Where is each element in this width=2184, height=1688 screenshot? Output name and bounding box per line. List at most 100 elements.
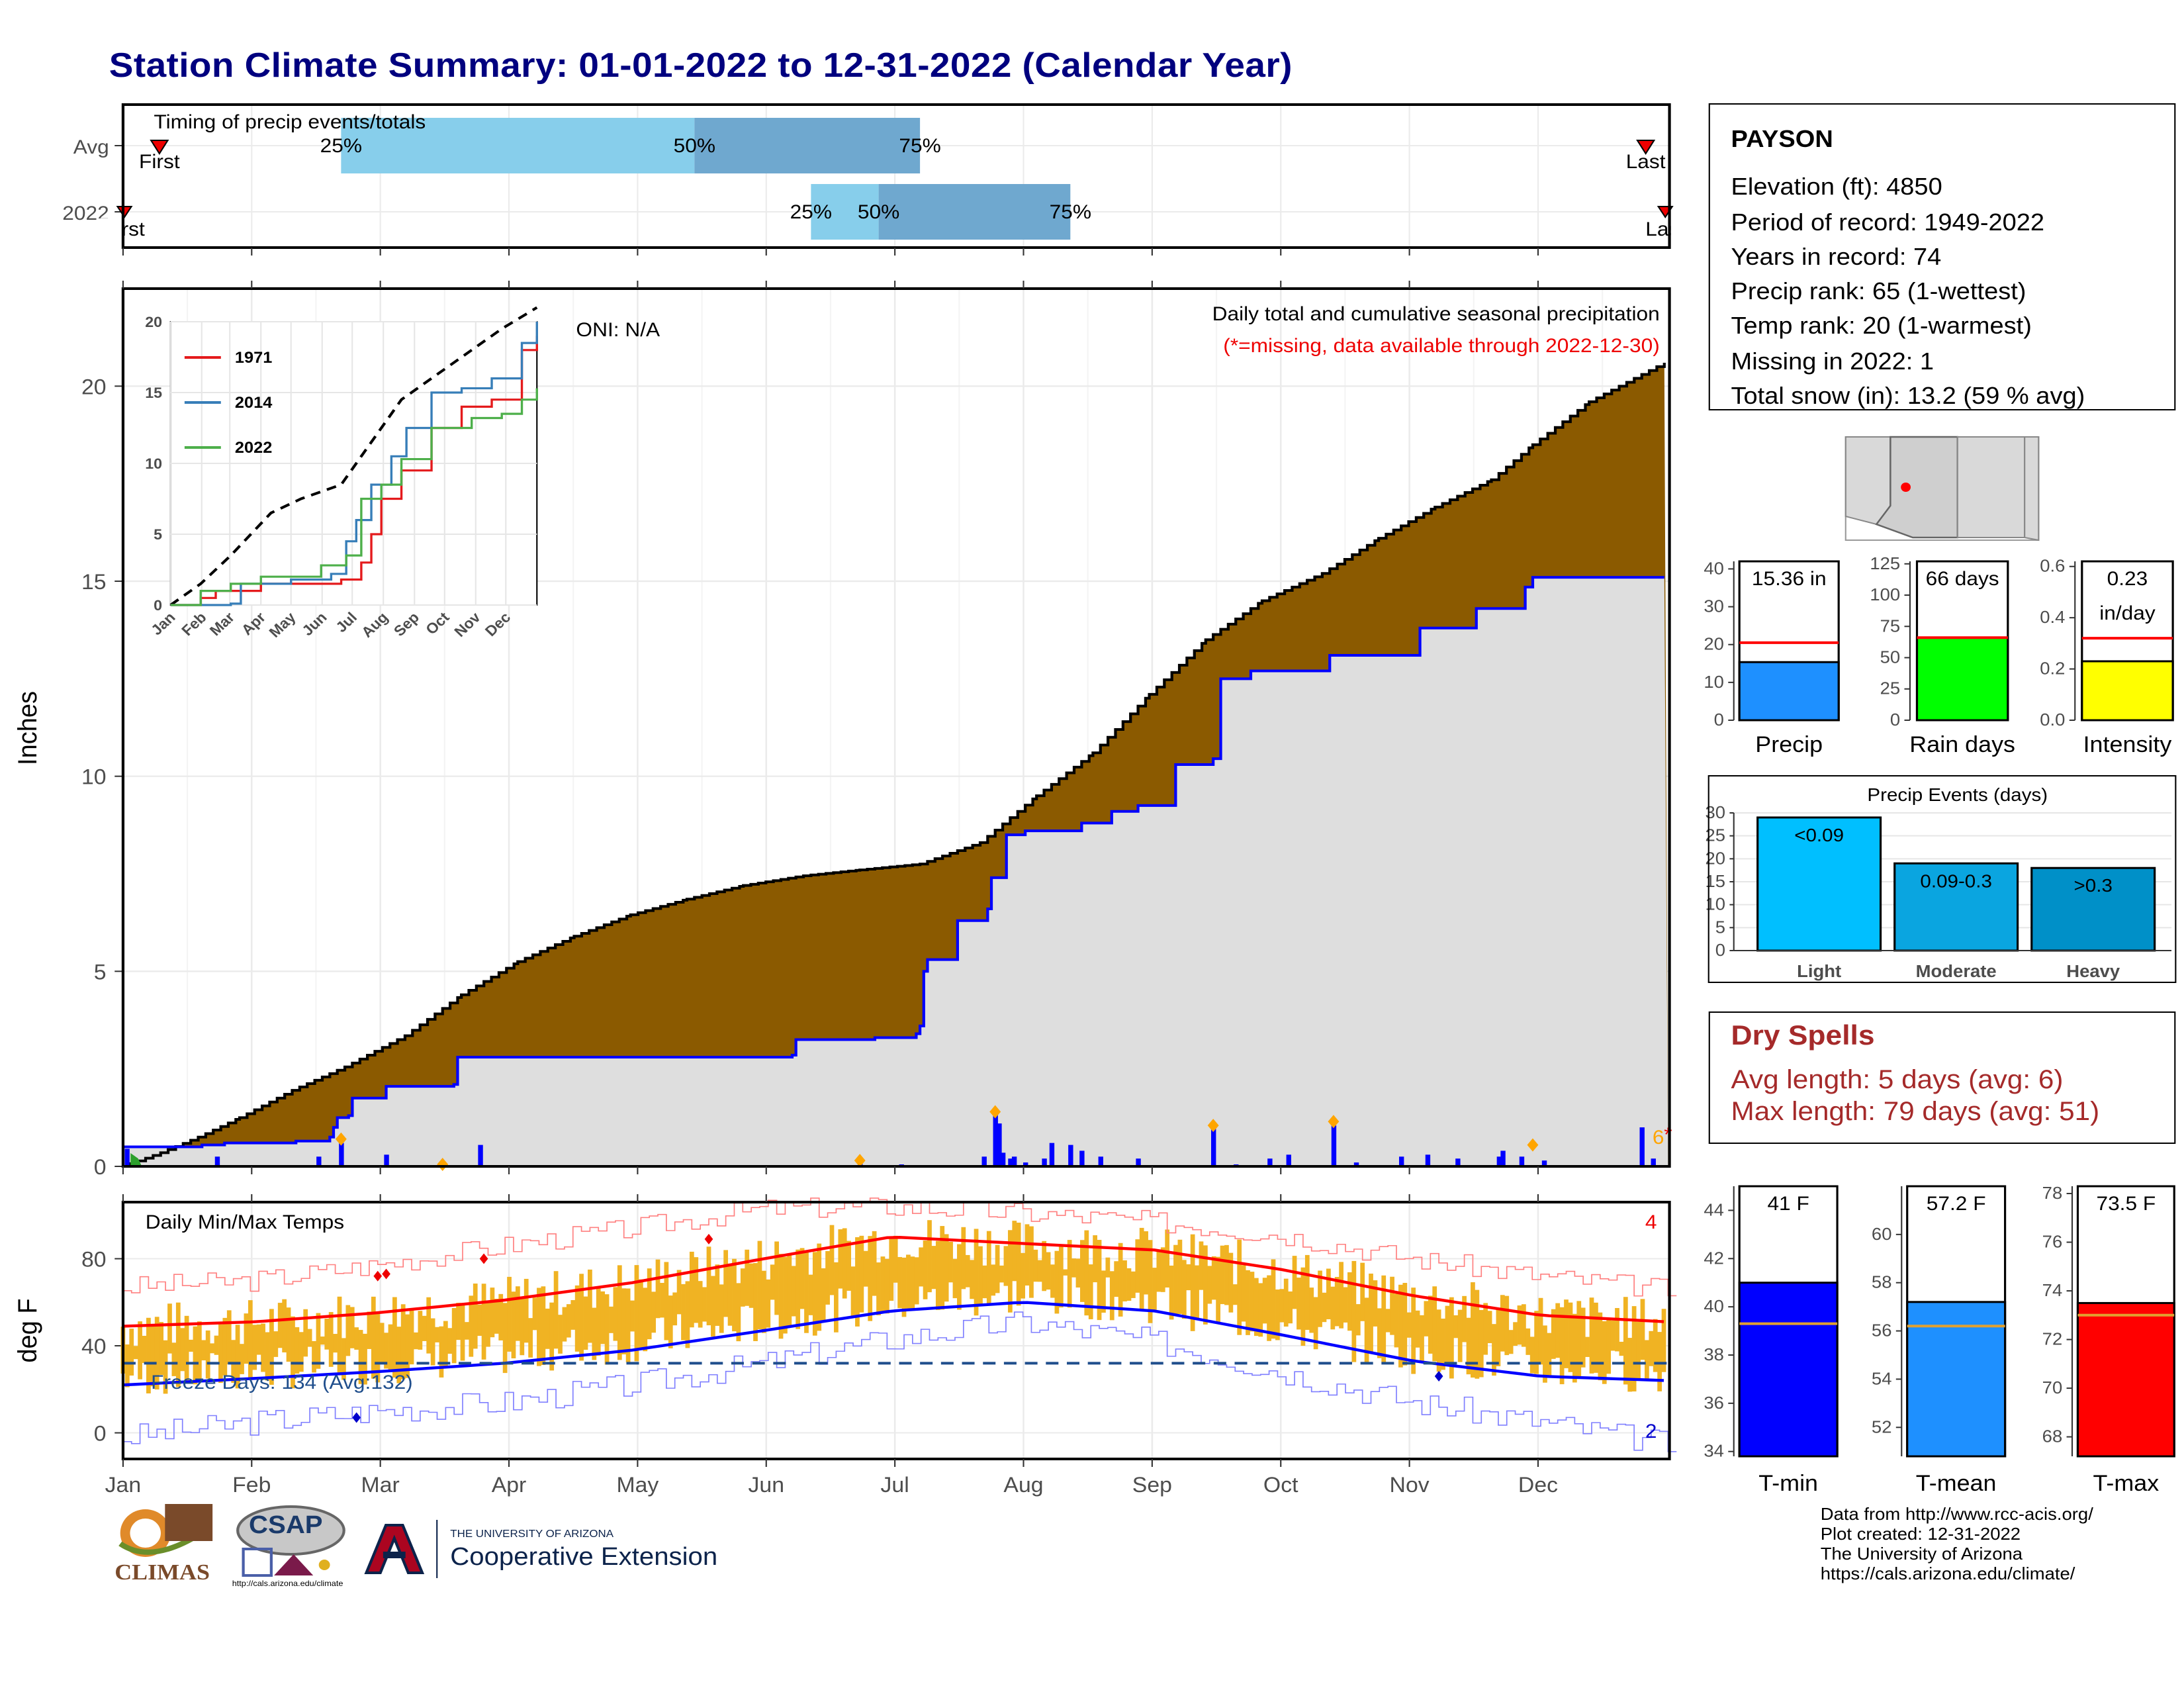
- bar-value: [1738, 1282, 1839, 1458]
- bar-y-tick-label: 74: [2042, 1281, 2063, 1300]
- footer-credits: Data from http://www.rcc-acis.org/ Plot …: [1821, 1504, 2093, 1583]
- events-bar: [1893, 862, 2019, 952]
- daily-temp-range-bar: [189, 1339, 193, 1352]
- daily-temp-range-bar: [1228, 1252, 1234, 1313]
- daily-temp-range-bar: [1623, 1297, 1628, 1385]
- daily-temp-range-bar: [1508, 1330, 1514, 1354]
- daily-temp-range-bar: [1649, 1331, 1654, 1366]
- bar-y-tick-label: 0.2: [2040, 659, 2065, 678]
- daily-temp-range-bar: [1487, 1311, 1492, 1344]
- daily-temp-range-bar: [1144, 1231, 1148, 1295]
- daily-temp-range-bar: [676, 1270, 682, 1315]
- events-category-label: Moderate: [1916, 962, 1997, 981]
- dry-spells-avg: Avg length: 5 days (avg: 6): [1731, 1066, 2064, 1095]
- temps-y-axis-label: deg F: [13, 1298, 42, 1362]
- bar-y-tick-label: 52: [1872, 1417, 1892, 1436]
- bar-y-tick-label: 0.0: [2040, 710, 2065, 729]
- daily-temp-range-bar: [375, 1313, 381, 1383]
- ua-extension-logo: THE UNIVERSITY OF ARIZONA Cooperative Ex…: [361, 1520, 738, 1578]
- daily-temp-range-bar: [549, 1302, 555, 1371]
- daily-temp-range-bar: [1003, 1246, 1009, 1286]
- daily-temp-range-bar: [1645, 1340, 1649, 1380]
- daily-temp-range-bar: [609, 1306, 614, 1333]
- daily-temp-range-bar: [1615, 1307, 1619, 1352]
- bar-y-tick-label: 40: [1704, 1297, 1724, 1316]
- record-high-marker: [704, 1233, 713, 1244]
- station-temp-rank: Temp rank: 20 (1-warmest): [1731, 312, 2032, 339]
- daily-temp-range-bar: [638, 1279, 643, 1350]
- daily-temp-range-bar: [1619, 1341, 1624, 1356]
- daily-temp-range-bar: [1466, 1317, 1471, 1375]
- heavy-event-marker: [1527, 1138, 1539, 1152]
- daily-temp-range-bar: [579, 1274, 584, 1361]
- bar-value-label: 15.36 in: [1752, 567, 1827, 590]
- daily-temp-range-bar: [1559, 1307, 1565, 1385]
- daily-temp-range-bar: [515, 1286, 520, 1341]
- avg-min-line: [122, 1301, 1664, 1387]
- daily-temp-range-bar: [838, 1229, 843, 1289]
- daily-temp-range-bar: [409, 1310, 414, 1365]
- daily-temp-range-bar: [672, 1292, 678, 1326]
- daily-precip-bar: [1023, 1162, 1028, 1166]
- temps-y-tick-label: 0: [94, 1421, 107, 1445]
- cum-y-axis-label: Inches: [13, 691, 42, 765]
- daily-temp-range-bar: [1309, 1288, 1314, 1333]
- daily-temp-range-bar: [1432, 1286, 1437, 1362]
- daily-temp-range-bar: [1453, 1315, 1459, 1338]
- map-state-california: [1844, 436, 1891, 526]
- bar-y-tick-label: 44: [1704, 1200, 1724, 1219]
- daily-temp-range-bar: [465, 1322, 469, 1340]
- month-label: May: [616, 1473, 659, 1497]
- daily-temp-range-bar: [1216, 1256, 1220, 1323]
- daily-temp-range-bar: [1093, 1235, 1098, 1283]
- station-map: [1844, 436, 2040, 541]
- daily-temp-range-bar: [520, 1297, 525, 1356]
- daily-temp-range-bar: [999, 1265, 1004, 1283]
- daily-temp-range-bar: [1483, 1303, 1488, 1355]
- daily-temp-range-bar: [341, 1338, 346, 1380]
- month-label: Nov: [1390, 1473, 1430, 1497]
- daily-temp-range-bar: [1398, 1284, 1403, 1368]
- early-event-marker: [130, 1153, 142, 1166]
- daily-temp-range-bar: [753, 1263, 758, 1341]
- daily-temp-range-bar: [1402, 1283, 1408, 1366]
- daily-temp-range-bar: [210, 1343, 214, 1354]
- daily-temp-range-bar: [842, 1228, 847, 1299]
- dry-spells-box: Dry Spells Avg length: 5 days (avg: 6) M…: [1708, 1011, 2176, 1144]
- daily-temp-range-bar: [1318, 1270, 1322, 1327]
- daily-temp-range-bar: [498, 1293, 504, 1340]
- station-years: Years in record: 74: [1731, 244, 1942, 270]
- daily-temp-range-bar: [821, 1268, 826, 1321]
- daily-temp-range-bar: [668, 1295, 673, 1348]
- csap-url: http://cals.arizona.edu/climate: [232, 1581, 343, 1589]
- timing-bar-q1: [341, 118, 695, 173]
- bar-y-tick-label: 78: [2042, 1184, 2063, 1203]
- daily-temp-range-bar: [1101, 1270, 1106, 1313]
- daily-temp-range-bar: [1492, 1324, 1496, 1376]
- daily-temp-range-bar: [723, 1250, 729, 1317]
- daily-temp-range-bar: [770, 1264, 775, 1300]
- daily-temp-range-bar: [1054, 1250, 1060, 1314]
- daily-temp-range-bar: [749, 1263, 754, 1308]
- daily-temp-range-bar: [277, 1303, 283, 1348]
- bar-value-unit-label: in/day: [2099, 602, 2156, 624]
- daily-temp-range-bar: [1156, 1250, 1161, 1292]
- inset-legend-label: 2022: [235, 440, 272, 457]
- daily-temp-range-bar: [1525, 1328, 1531, 1355]
- daily-precip-bar: [1639, 1127, 1645, 1166]
- daily-temp-range-bar: [1283, 1278, 1289, 1327]
- daily-precip-bar: [124, 1149, 130, 1166]
- dry-spells-title: Dry Spells: [1731, 1021, 1875, 1051]
- daily-temp-range-bar: [349, 1307, 355, 1348]
- daily-temp-range-bar: [1479, 1310, 1484, 1378]
- daily-temp-range-bar: [961, 1227, 966, 1289]
- daily-temp-range-bar: [558, 1315, 563, 1354]
- bar-y-tick-label: 58: [1872, 1272, 1892, 1291]
- daily-temp-range-bar: [647, 1268, 652, 1340]
- daily-temp-range-bar: [897, 1256, 902, 1309]
- inset-avg-line: [169, 306, 538, 606]
- daily-temp-range-bar: [422, 1315, 427, 1341]
- daily-temp-range-bar: [193, 1326, 198, 1385]
- timing-frame: [121, 103, 1671, 249]
- daily-temp-range-bar: [261, 1323, 265, 1372]
